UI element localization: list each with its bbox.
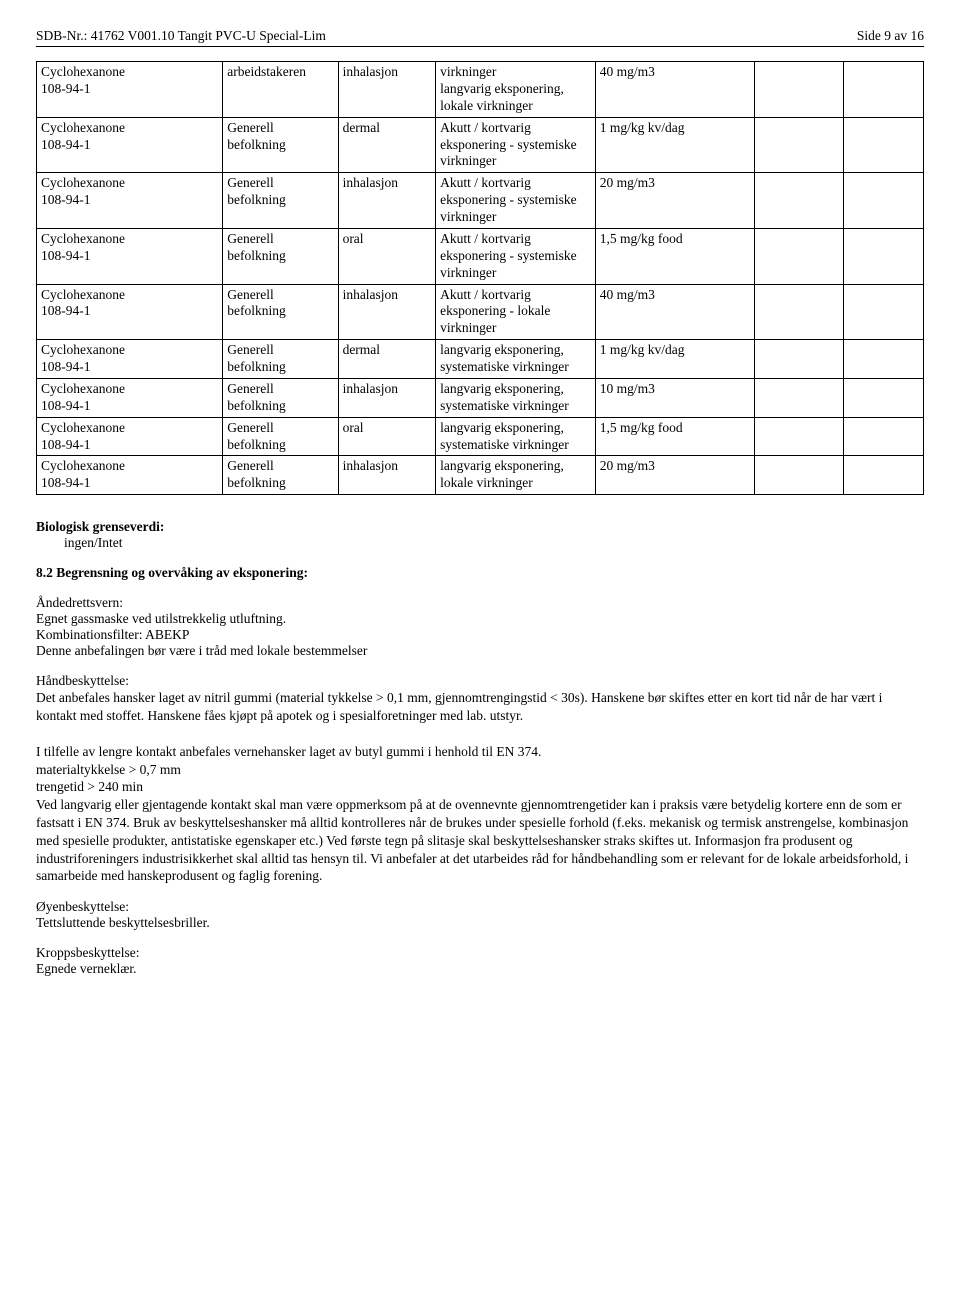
empty-cell	[755, 340, 844, 379]
substance-cell: Cyclohexanone108-94-1	[37, 173, 223, 229]
value-cell: 1,5 mg/kg food	[595, 228, 755, 284]
effect-cell: langvarig eksponering, systematiske virk…	[436, 340, 596, 379]
route-cell: dermal	[338, 340, 436, 379]
empty-cell	[755, 456, 844, 495]
substance-cell: Cyclohexanone108-94-1	[37, 456, 223, 495]
empty-cell	[844, 173, 924, 229]
population-cell: Generell befolkning	[223, 284, 338, 340]
substance-cell: Cyclohexanone108-94-1	[37, 117, 223, 173]
population-cell: Generell befolkning	[223, 228, 338, 284]
route-cell: oral	[338, 417, 436, 456]
hand-title: Håndbeskyttelse:	[36, 673, 924, 689]
table-row: Cyclohexanone108-94-1Generell befolkning…	[37, 173, 924, 229]
empty-cell	[844, 228, 924, 284]
eye-section: Øyenbeskyttelse: Tettsluttende beskyttel…	[36, 899, 924, 931]
substance-cell: Cyclohexanone108-94-1	[37, 417, 223, 456]
table-row: Cyclohexanone108-94-1Generell befolkning…	[37, 228, 924, 284]
resp-title: Åndedrettsvern:	[36, 595, 924, 611]
population-cell: Generell befolkning	[223, 340, 338, 379]
value-cell: 20 mg/m3	[595, 456, 755, 495]
effect-cell: langvarig eksponering, systematiske virk…	[436, 417, 596, 456]
empty-cell	[755, 378, 844, 417]
biologisk-title: Biologisk grenseverdi:	[36, 519, 924, 535]
empty-cell	[844, 284, 924, 340]
substance-cell: Cyclohexanone108-94-1	[37, 378, 223, 417]
table-row: Cyclohexanone108-94-1arbeidstakereninhal…	[37, 62, 924, 118]
doc-id: SDB-Nr.: 41762 V001.10 Tangit PVC-U Spec…	[36, 28, 326, 44]
eye-line: Tettsluttende beskyttelsesbriller.	[36, 915, 924, 931]
empty-cell	[755, 62, 844, 118]
empty-cell	[755, 284, 844, 340]
route-cell: inhalasjon	[338, 378, 436, 417]
empty-cell	[844, 378, 924, 417]
resp-line: Kombinationsfilter: ABEKP	[36, 627, 924, 643]
empty-cell	[755, 417, 844, 456]
section-8-2-title: 8.2 Begrensning og overvåking av ekspone…	[36, 565, 924, 581]
value-cell: 1 mg/kg kv/dag	[595, 117, 755, 173]
table-row: Cyclohexanone108-94-1Generell befolkning…	[37, 378, 924, 417]
value-cell: 40 mg/m3	[595, 284, 755, 340]
value-cell: 10 mg/m3	[595, 378, 755, 417]
page-number: Side 9 av 16	[857, 28, 924, 44]
substance-cell: Cyclohexanone108-94-1	[37, 340, 223, 379]
route-cell: inhalasjon	[338, 284, 436, 340]
substance-cell: Cyclohexanone108-94-1	[37, 284, 223, 340]
value-cell: 40 mg/m3	[595, 62, 755, 118]
effect-cell: virkninger langvarig eksponering, lokale…	[436, 62, 596, 118]
empty-cell	[755, 117, 844, 173]
effect-cell: Akutt / kortvarig eksponering - lokale v…	[436, 284, 596, 340]
hand-para-2: I tilfelle av lengre kontakt anbefales v…	[36, 743, 924, 886]
respiratory-section: Åndedrettsvern: Egnet gassmaske ved util…	[36, 595, 924, 659]
substance-cell: Cyclohexanone108-94-1	[37, 228, 223, 284]
route-cell: inhalasjon	[338, 62, 436, 118]
empty-cell	[755, 173, 844, 229]
empty-cell	[755, 228, 844, 284]
route-cell: dermal	[338, 117, 436, 173]
effect-cell: Akutt / kortvarig eksponering - systemis…	[436, 173, 596, 229]
effect-cell: langvarig eksponering, systematiske virk…	[436, 378, 596, 417]
value-cell: 1 mg/kg kv/dag	[595, 340, 755, 379]
route-cell: inhalasjon	[338, 173, 436, 229]
table-row: Cyclohexanone108-94-1Generell befolkning…	[37, 456, 924, 495]
route-cell: oral	[338, 228, 436, 284]
eye-title: Øyenbeskyttelse:	[36, 899, 924, 915]
resp-line: Denne anbefalingen bør være i tråd med l…	[36, 643, 924, 659]
biologisk-section: Biologisk grenseverdi: ingen/Intet	[36, 519, 924, 551]
population-cell: Generell befolkning	[223, 378, 338, 417]
hand-section: Håndbeskyttelse: Det anbefales hansker l…	[36, 673, 924, 885]
table-row: Cyclohexanone108-94-1Generell befolkning…	[37, 284, 924, 340]
empty-cell	[844, 417, 924, 456]
population-cell: Generell befolkning	[223, 456, 338, 495]
effect-cell: langvarig eksponering, lokale virkninger	[436, 456, 596, 495]
value-cell: 1,5 mg/kg food	[595, 417, 755, 456]
table-row: Cyclohexanone108-94-1Generell befolkning…	[37, 117, 924, 173]
substance-cell: Cyclohexanone108-94-1	[37, 62, 223, 118]
biologisk-value: ingen/Intet	[64, 535, 924, 551]
resp-line: Egnet gassmaske ved utilstrekkelig utluf…	[36, 611, 924, 627]
empty-cell	[844, 62, 924, 118]
body-line: Egnede verneklær.	[36, 961, 924, 977]
population-cell: Generell befolkning	[223, 417, 338, 456]
empty-cell	[844, 456, 924, 495]
route-cell: inhalasjon	[338, 456, 436, 495]
page-header: SDB-Nr.: 41762 V001.10 Tangit PVC-U Spec…	[36, 28, 924, 44]
table-row: Cyclohexanone108-94-1Generell befolkning…	[37, 340, 924, 379]
population-cell: Generell befolkning	[223, 173, 338, 229]
empty-cell	[844, 340, 924, 379]
empty-cell	[844, 117, 924, 173]
value-cell: 20 mg/m3	[595, 173, 755, 229]
table-row: Cyclohexanone108-94-1Generell befolkning…	[37, 417, 924, 456]
body-title: Kroppsbeskyttelse:	[36, 945, 924, 961]
population-cell: Generell befolkning	[223, 117, 338, 173]
effect-cell: Akutt / kortvarig eksponering - systemis…	[436, 117, 596, 173]
effect-cell: Akutt / kortvarig eksponering - systemis…	[436, 228, 596, 284]
body-prot-section: Kroppsbeskyttelse: Egnede verneklær.	[36, 945, 924, 977]
population-cell: arbeidstakeren	[223, 62, 338, 118]
header-separator	[36, 46, 924, 47]
exposure-table: Cyclohexanone108-94-1arbeidstakereninhal…	[36, 61, 924, 495]
hand-para-1: Det anbefales hansker laget av nitril gu…	[36, 689, 924, 725]
